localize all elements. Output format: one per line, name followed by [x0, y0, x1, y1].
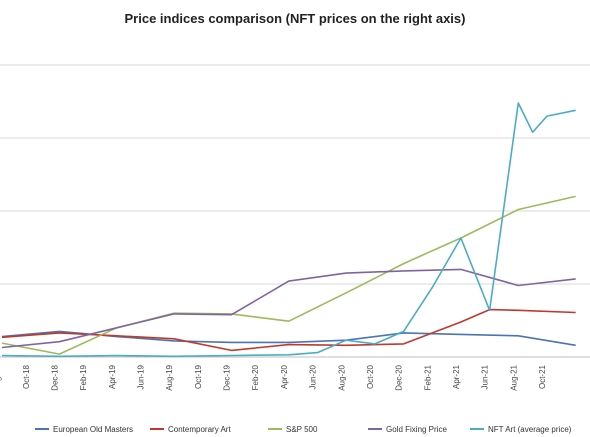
x-tick-label: Apr-21	[452, 364, 461, 389]
legend-label: S&P 500	[286, 425, 318, 434]
x-tick-label: Dec-19	[223, 364, 232, 390]
x-tick-label: Apr-19	[108, 364, 117, 389]
x-tick-label: Jun-21	[481, 364, 490, 389]
x-tick-label: Dec-18	[51, 364, 60, 390]
legend-label: European Old Masters	[53, 425, 133, 434]
legend-label: Contemporary Art	[168, 425, 231, 434]
x-tick-label: Oct-18	[22, 364, 31, 389]
series-line-european-old-masters	[1, 330, 576, 347]
x-tick-label: Oct-21	[538, 364, 547, 389]
gridlines	[0, 64, 590, 358]
x-tick-label: Feb-19	[79, 364, 88, 390]
x-tick-label: Feb-20	[251, 364, 260, 390]
x-tick-label: Oct-19	[194, 364, 203, 389]
x-axis-ticks: Aug-18 Oct-18 Dec-18 Feb-19 Apr-19 Jun-19 Aug-…	[0, 364, 547, 390]
x-tick-label: Aug-19	[165, 364, 174, 390]
x-tick-label: Aug-18	[0, 364, 2, 390]
x-tick-label: Aug-20	[337, 364, 346, 390]
series-lines	[1, 102, 576, 358]
series-line-s-p-500	[1, 195, 576, 355]
x-tick-label: Aug-21	[509, 364, 518, 390]
series-line-gold-fixing-price	[1, 268, 576, 349]
x-tick-label: Dec-20	[395, 364, 404, 390]
x-tick-label: Feb-21	[423, 364, 432, 390]
chart-title: Price indices comparison (NFT prices on …	[124, 11, 466, 26]
x-tick-label: Oct-20	[366, 364, 375, 389]
series-line-nft-art-average-price	[1, 102, 576, 358]
series-line-contemporary-art	[1, 308, 576, 352]
x-tick-label: Jun-19	[137, 364, 146, 389]
legend-label: Gold Fixing Price	[386, 425, 447, 434]
legend-label: NFT Art (average price)	[488, 425, 572, 434]
legend: European Old Masters Contemporary Art S&P …	[35, 425, 572, 434]
x-tick-label: Jun-20	[309, 364, 318, 389]
x-tick-label: Apr-20	[280, 364, 289, 389]
